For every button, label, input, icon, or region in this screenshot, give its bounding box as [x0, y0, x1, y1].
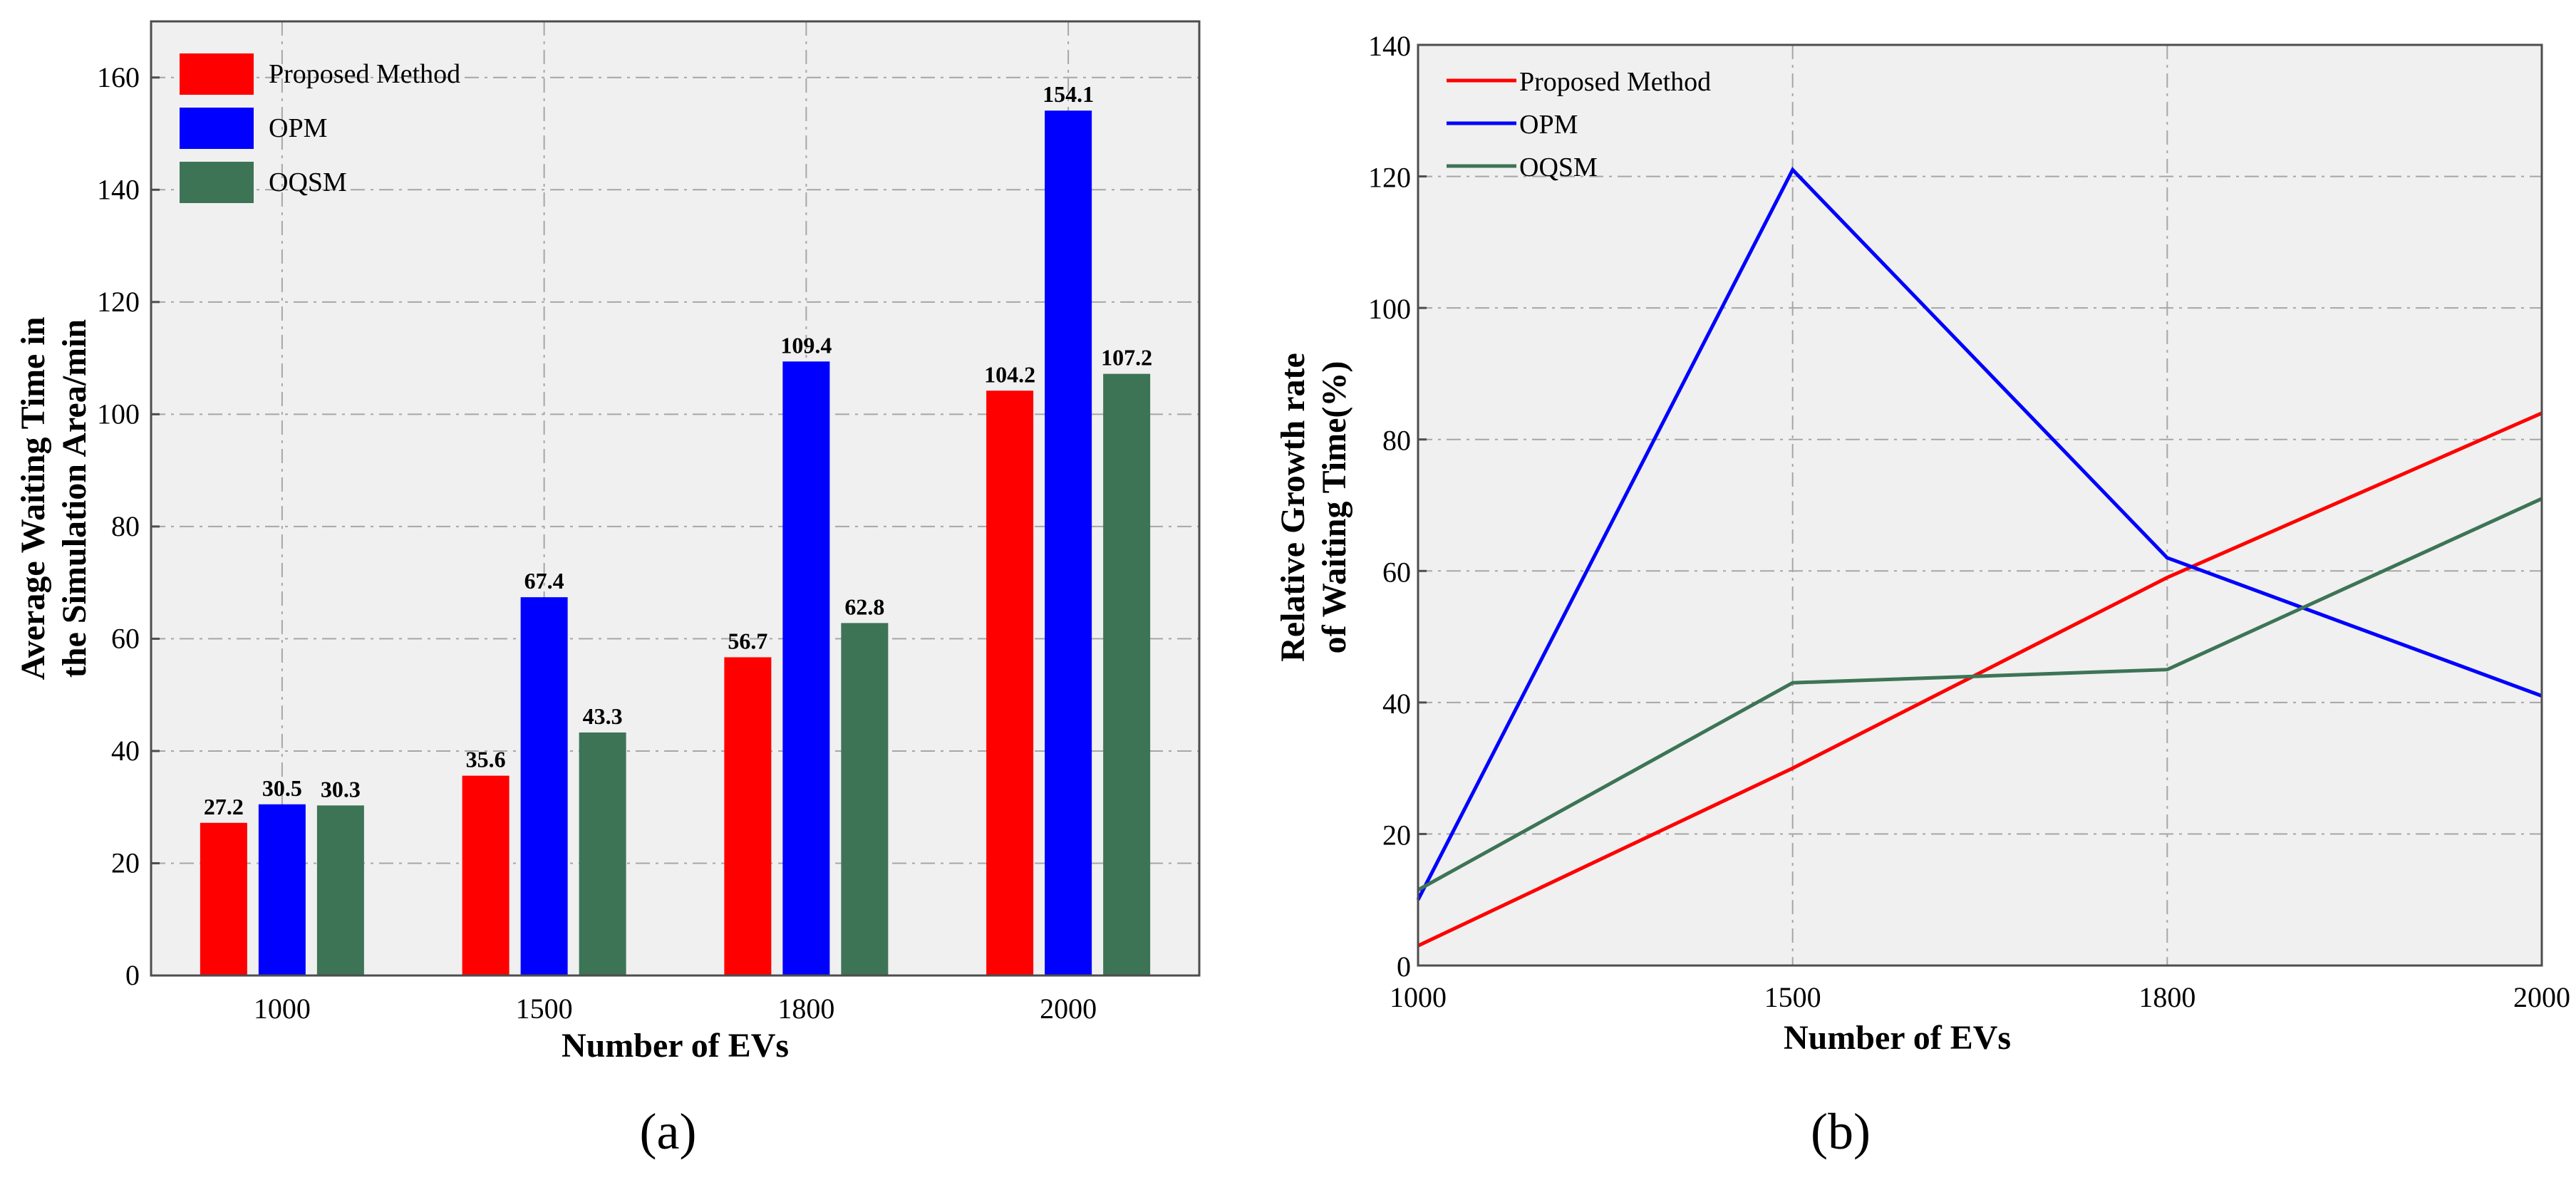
panel-label-b: (b) [1811, 1103, 1871, 1160]
bar-value-label: 109.4 [780, 332, 832, 358]
y-tick-label: 140 [97, 173, 140, 205]
y-tick-label: 20 [1382, 819, 1411, 851]
bar-value-label: 154.1 [1043, 81, 1094, 107]
y-tick-label: 0 [125, 959, 140, 991]
legend-label: OQSM [269, 167, 347, 197]
x-axis-title: Number of EVs [562, 1027, 789, 1065]
panel-a-bar-chart: 27.2 35.6 56.7 104.2 30.5 67.4 109.4 154.1 30.3 4… [14, 20, 1201, 1160]
bar [200, 822, 247, 975]
bar [1045, 110, 1092, 976]
y-tick-label: 100 [1368, 293, 1411, 325]
y-tick-label: 80 [1382, 425, 1411, 457]
bar-value-label: 43.3 [583, 703, 623, 729]
legend-label: OPM [1519, 110, 1578, 140]
x-tick-label: 1800 [2138, 981, 2195, 1013]
y-axis-title-line: Average Waiting Time in [14, 317, 52, 680]
legend-label: Proposed Method [1519, 67, 1711, 97]
panel-b-line-chart: 0 20 40 60 80 100 120 140 1000 1500 1800 2000 Number… [1274, 30, 2570, 1160]
bar-value-label: 62.8 [844, 594, 884, 619]
y-axis-title: Average Waiting Time in the Simulation Ar… [14, 317, 93, 680]
x-axis-title: Number of EVs [1784, 1019, 2011, 1057]
x-tick-label: 2000 [2513, 981, 2570, 1013]
bar [1103, 373, 1151, 975]
axes-frame-b [1417, 43, 2543, 967]
y-tick-label: 120 [1368, 162, 1411, 194]
series-line-proposed-method [1417, 411, 2543, 948]
bar-value-label: 104.2 [984, 361, 1035, 387]
legend-label: OPM [269, 113, 327, 143]
y-tick-label: 60 [111, 622, 140, 654]
bar-value-label: 35.6 [466, 747, 506, 772]
bar [462, 775, 509, 975]
y-axis-title: Relative Growth rate of Waiting Time(%) [1274, 353, 1353, 662]
bar [782, 361, 830, 976]
legend-label: OQSM [1519, 152, 1598, 182]
y-tick-label: 160 [97, 61, 140, 93]
y-tick-label: 80 [111, 510, 140, 542]
series-line-oqsm [1417, 497, 2543, 892]
y-tick-label: 40 [1382, 688, 1411, 720]
y-axis-title-line: Relative Growth rate [1274, 353, 1312, 662]
series-line-opm [1416, 167, 2543, 901]
y-tick-label: 60 [1382, 556, 1411, 588]
bar [520, 597, 568, 975]
bar [258, 804, 306, 975]
x-tick-label: 1000 [1390, 981, 1447, 1013]
y-tick-label: 140 [1368, 30, 1411, 62]
legend-label: Proposed Method [269, 59, 460, 89]
bar [841, 623, 889, 975]
axes-frame-a [150, 20, 1201, 977]
y-tick-label: 40 [111, 735, 140, 767]
y-axis-title-line: the Simulation Area/min [56, 319, 93, 678]
panel-label-a: (a) [640, 1103, 697, 1160]
bar-value-label: 30.3 [321, 776, 361, 802]
bar-value-label: 27.2 [204, 794, 244, 819]
x-tick-label: 1000 [254, 993, 311, 1025]
bar-value-label: 107.2 [1101, 345, 1152, 371]
y-tick-label: 20 [111, 847, 140, 879]
x-tick-label: 1800 [777, 993, 834, 1025]
bar-value-label: 30.5 [262, 775, 302, 801]
x-tick-label: 1500 [516, 993, 573, 1025]
bar [316, 805, 364, 975]
plot-area-a [151, 21, 1199, 975]
y-tick-label: 120 [97, 286, 140, 318]
plot-area-b [1418, 45, 2542, 966]
legend-swatch [180, 162, 254, 203]
y-tick-label: 0 [1397, 951, 1411, 983]
bar-value-label: 56.7 [728, 628, 767, 653]
legend-swatch [180, 53, 254, 95]
bar-value-label: 67.4 [524, 568, 564, 594]
legend-swatch [180, 108, 254, 149]
x-tick-label: 1500 [1764, 981, 1821, 1013]
bar [724, 657, 772, 975]
y-axis-title-line: of Waiting Time(%) [1315, 361, 1353, 654]
y-tick-label: 100 [97, 398, 140, 430]
bar [986, 390, 1034, 975]
bar [579, 732, 626, 975]
x-tick-label: 2000 [1040, 993, 1097, 1025]
